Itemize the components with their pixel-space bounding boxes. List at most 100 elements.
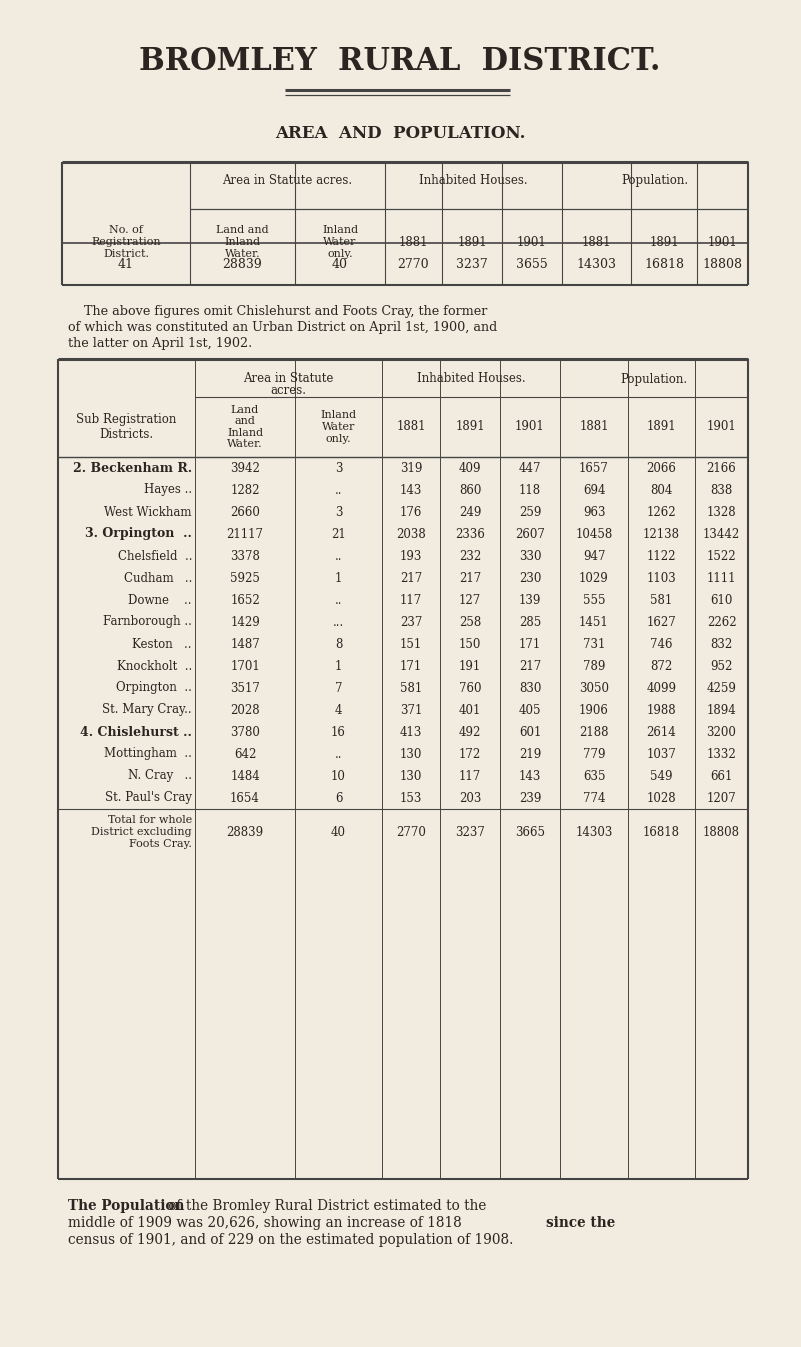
Text: AREA  AND  POPULATION.: AREA AND POPULATION.	[275, 125, 525, 143]
Text: 217: 217	[459, 571, 481, 585]
Text: Sub Registration
Districts.: Sub Registration Districts.	[76, 414, 177, 440]
Text: 661: 661	[710, 769, 733, 783]
Text: 40: 40	[332, 257, 348, 271]
Text: 1881: 1881	[582, 236, 611, 248]
Text: Chelsfield  ..: Chelsfield ..	[118, 550, 192, 563]
Text: 1657: 1657	[579, 462, 609, 474]
Text: 150: 150	[459, 637, 481, 651]
Text: Land
and
Inland
Water.: Land and Inland Water.	[227, 404, 263, 450]
Text: N. Cray   ..: N. Cray ..	[128, 769, 192, 783]
Text: 642: 642	[234, 748, 256, 761]
Text: 139: 139	[519, 594, 541, 606]
Text: 16: 16	[331, 726, 346, 738]
Text: 1: 1	[335, 660, 342, 672]
Text: 1037: 1037	[646, 748, 676, 761]
Text: 3200: 3200	[706, 726, 736, 738]
Text: 405: 405	[519, 703, 541, 717]
Text: 447: 447	[519, 462, 541, 474]
Text: 1429: 1429	[230, 616, 260, 629]
Text: 249: 249	[459, 505, 481, 519]
Text: 7: 7	[335, 682, 342, 695]
Text: 232: 232	[459, 550, 481, 563]
Text: 28839: 28839	[223, 257, 263, 271]
Text: census of 1901, and of 229 on the estimated population of 1908.: census of 1901, and of 229 on the estima…	[68, 1233, 513, 1247]
Text: 3655: 3655	[516, 257, 548, 271]
Text: 259: 259	[519, 505, 541, 519]
Text: 1891: 1891	[457, 236, 487, 248]
Text: Orpington  ..: Orpington ..	[116, 682, 192, 695]
Text: 2066: 2066	[646, 462, 676, 474]
Text: 1028: 1028	[646, 792, 676, 804]
Text: 1328: 1328	[706, 505, 736, 519]
Text: 1332: 1332	[706, 748, 736, 761]
Text: Area in Statute: Area in Statute	[244, 373, 334, 385]
Text: 12138: 12138	[643, 528, 680, 540]
Text: 8: 8	[335, 637, 342, 651]
Text: 581: 581	[650, 594, 673, 606]
Text: 151: 151	[400, 637, 422, 651]
Text: ..: ..	[335, 550, 342, 563]
Text: 789: 789	[583, 660, 606, 672]
Text: 401: 401	[459, 703, 481, 717]
Text: 3. Orpington  ..: 3. Orpington ..	[85, 528, 192, 540]
Text: 203: 203	[459, 792, 481, 804]
Text: 3: 3	[335, 462, 342, 474]
Text: 41: 41	[118, 257, 134, 271]
Text: 3942: 3942	[230, 462, 260, 474]
Text: Inland
Water
only.: Inland Water only.	[322, 225, 358, 259]
Text: 4099: 4099	[646, 682, 677, 695]
Text: 18808: 18808	[703, 826, 740, 838]
Text: 153: 153	[400, 792, 422, 804]
Text: Total for whole
District excluding
Foots Cray.: Total for whole District excluding Foots…	[91, 815, 192, 849]
Text: The Population: The Population	[68, 1199, 184, 1214]
Text: 409: 409	[459, 462, 481, 474]
Text: 40: 40	[331, 826, 346, 838]
Text: 1451: 1451	[579, 616, 609, 629]
Text: 319: 319	[400, 462, 422, 474]
Text: 779: 779	[583, 748, 606, 761]
Text: 18808: 18808	[702, 257, 743, 271]
Text: 1652: 1652	[230, 594, 260, 606]
Text: 217: 217	[519, 660, 541, 672]
Text: West Wickham: West Wickham	[104, 505, 192, 519]
Text: 4259: 4259	[706, 682, 736, 695]
Text: 10458: 10458	[575, 528, 613, 540]
Text: 746: 746	[650, 637, 673, 651]
Text: 21117: 21117	[227, 528, 264, 540]
Text: 1901: 1901	[515, 420, 545, 434]
Text: 3517: 3517	[230, 682, 260, 695]
Text: Area in Statute acres.: Area in Statute acres.	[223, 174, 352, 187]
Text: 872: 872	[650, 660, 673, 672]
Text: 1282: 1282	[230, 484, 260, 497]
Text: 176: 176	[400, 505, 422, 519]
Text: 2188: 2188	[579, 726, 609, 738]
Text: 10: 10	[331, 769, 346, 783]
Text: BROMLEY  RURAL  DISTRICT.: BROMLEY RURAL DISTRICT.	[139, 47, 661, 78]
Text: of which was constituted an Urban District on April 1st, 1900, and: of which was constituted an Urban Distri…	[68, 321, 497, 334]
Text: 219: 219	[519, 748, 541, 761]
Text: 963: 963	[583, 505, 606, 519]
Text: 1627: 1627	[646, 616, 676, 629]
Text: 2262: 2262	[706, 616, 736, 629]
Text: 832: 832	[710, 637, 733, 651]
Text: 549: 549	[650, 769, 673, 783]
Text: 760: 760	[459, 682, 481, 695]
Text: 774: 774	[583, 792, 606, 804]
Text: Mottingham  ..: Mottingham ..	[104, 748, 192, 761]
Text: 1988: 1988	[646, 703, 676, 717]
Text: 635: 635	[583, 769, 606, 783]
Text: 239: 239	[519, 792, 541, 804]
Text: 581: 581	[400, 682, 422, 695]
Text: 118: 118	[519, 484, 541, 497]
Text: 1906: 1906	[579, 703, 609, 717]
Text: Inhabited Houses.: Inhabited Houses.	[419, 174, 528, 187]
Text: 2166: 2166	[706, 462, 736, 474]
Text: 2607: 2607	[515, 528, 545, 540]
Text: 117: 117	[459, 769, 481, 783]
Text: 13442: 13442	[702, 528, 740, 540]
Text: 127: 127	[459, 594, 481, 606]
Text: 3237: 3237	[455, 826, 485, 838]
Text: 130: 130	[400, 748, 422, 761]
Text: ..: ..	[335, 748, 342, 761]
Text: 610: 610	[710, 594, 733, 606]
